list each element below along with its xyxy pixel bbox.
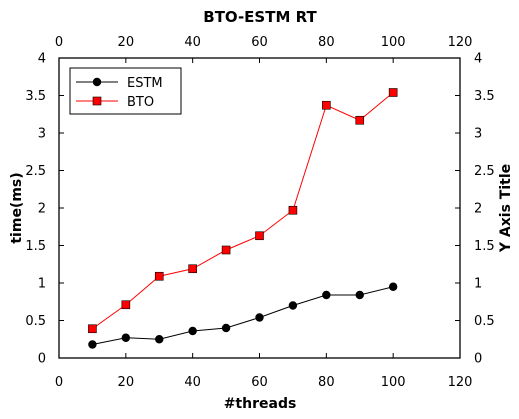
data-point-bto bbox=[355, 115, 365, 125]
data-point-bto bbox=[121, 300, 131, 310]
data-point-estm bbox=[88, 340, 97, 349]
x-tick-label-top: 20 bbox=[118, 35, 135, 50]
y-tick-label-left: 2 bbox=[38, 202, 46, 217]
data-point-estm bbox=[355, 290, 364, 300]
x-axis-title: #threads bbox=[224, 396, 297, 412]
data-point-estm bbox=[221, 323, 231, 333]
legend-marker-bto bbox=[92, 96, 102, 106]
data-point-bto bbox=[255, 231, 264, 241]
series-line-bto bbox=[92, 92, 394, 330]
y-tick-label-left: 1 bbox=[38, 277, 46, 292]
data-point-estm bbox=[255, 313, 264, 322]
x-tick-label-bottom: 40 bbox=[184, 375, 201, 390]
x-tick-label-top: 40 bbox=[184, 35, 201, 50]
x-tick-label-bottom: 80 bbox=[318, 375, 335, 390]
data-point-bto bbox=[154, 271, 164, 281]
data-point-estm bbox=[322, 290, 331, 300]
data-point-estm bbox=[155, 335, 164, 344]
data-point-bto bbox=[221, 245, 231, 255]
data-point-bto bbox=[288, 205, 298, 215]
y-tick-label-left: 3 bbox=[38, 127, 46, 142]
x-tick-label-bottom: 20 bbox=[118, 375, 135, 390]
y-tick-label-right: 4 bbox=[474, 52, 482, 67]
x-tick-label-top: 120 bbox=[448, 35, 473, 50]
y-tick-label-right: 3.5 bbox=[474, 89, 495, 104]
legend-marker-estm bbox=[92, 77, 102, 87]
y-tick-label-left: 0 bbox=[38, 352, 46, 367]
y-tick-label-right: 1 bbox=[474, 277, 482, 292]
y-axis-title-right: Y Axis Title bbox=[498, 164, 514, 253]
data-point-estm bbox=[121, 333, 131, 342]
y-tick-label-left: 3.5 bbox=[25, 89, 46, 104]
chart-title: BTO-ESTM RT bbox=[203, 8, 317, 26]
y-tick-label-right: 2.5 bbox=[474, 164, 495, 179]
x-tick-label-bottom: 60 bbox=[251, 375, 268, 390]
y-tick-label-right: 0.5 bbox=[474, 314, 495, 329]
y-tick-label-left: 0.5 bbox=[25, 314, 46, 329]
x-tick-label-top: 60 bbox=[251, 35, 268, 50]
x-tick-label-top: 80 bbox=[318, 35, 335, 50]
x-tick-label-bottom: 100 bbox=[381, 375, 406, 390]
x-tick-label-bottom: 0 bbox=[55, 375, 63, 390]
y-tick-label-left: 4 bbox=[38, 52, 46, 67]
legend: ESTM BTO bbox=[69, 67, 182, 115]
data-point-bto bbox=[322, 100, 331, 110]
data-point-bto bbox=[88, 324, 97, 334]
y-tick-label-left: 2.5 bbox=[25, 164, 46, 179]
series-group bbox=[88, 88, 398, 349]
data-point-estm bbox=[288, 301, 298, 310]
data-point-bto bbox=[188, 264, 197, 274]
y-tick-label-right: 2 bbox=[474, 202, 482, 217]
legend-label-estm: ESTM bbox=[127, 76, 163, 91]
legend-box bbox=[69, 67, 182, 115]
y-tick-label-right: 0 bbox=[474, 352, 482, 367]
y-tick-label-right: 1.5 bbox=[474, 239, 495, 254]
y-axis-title: time(ms) bbox=[9, 172, 25, 243]
y-tick-label-left: 1.5 bbox=[25, 239, 46, 254]
data-point-estm bbox=[188, 326, 197, 336]
data-point-estm bbox=[388, 282, 398, 291]
x-tick-label-top: 0 bbox=[55, 35, 63, 50]
data-point-bto bbox=[388, 88, 398, 97]
x-tick-label-bottom: 120 bbox=[448, 375, 473, 390]
legend-label-bto: BTO bbox=[127, 95, 154, 110]
x-tick-label-top: 100 bbox=[381, 35, 406, 50]
series-line-estm bbox=[92, 286, 394, 345]
y-tick-label-right: 3 bbox=[474, 127, 482, 142]
